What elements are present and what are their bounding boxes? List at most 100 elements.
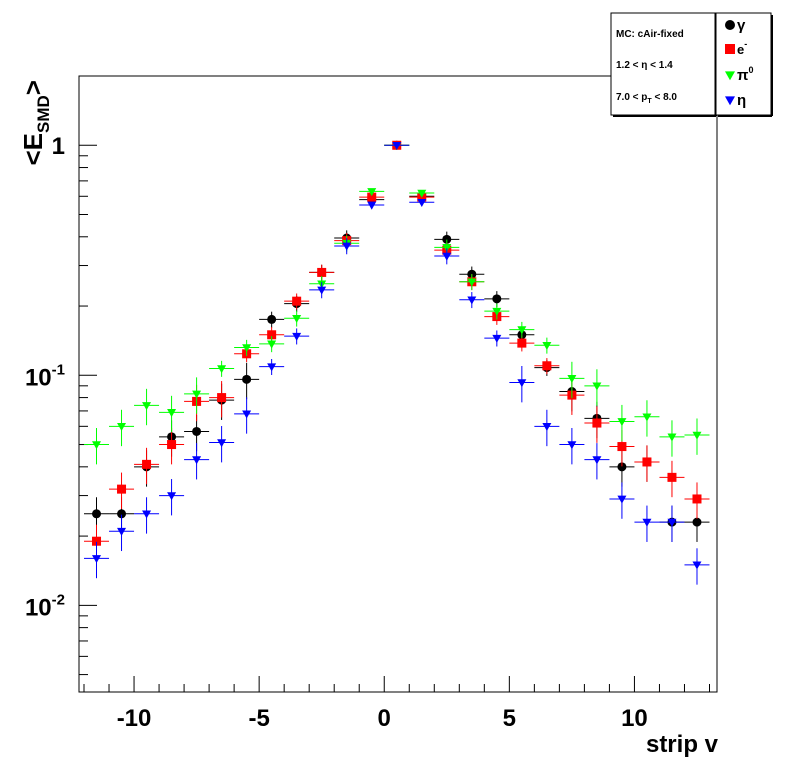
- data-point: [217, 365, 227, 374]
- data-point: [692, 494, 702, 504]
- data-point: [492, 307, 502, 316]
- info-box-line-2: 1.2 < η < 1.4: [616, 60, 673, 71]
- y-tick-label: 1: [52, 133, 65, 160]
- data-point: [617, 495, 627, 504]
- data-point: [167, 440, 177, 450]
- data-point: [642, 518, 652, 527]
- data-point: [567, 375, 577, 384]
- data-point: [517, 379, 527, 388]
- y-tick-label: 10-1: [25, 361, 65, 391]
- data-point: [667, 518, 677, 527]
- data-point: [617, 442, 627, 452]
- x-tick-label: -10: [117, 705, 152, 732]
- data-point: [667, 472, 677, 482]
- data-point: [192, 390, 202, 399]
- data-point: [92, 509, 102, 519]
- data-point: [467, 296, 477, 305]
- data-point: [292, 296, 302, 306]
- data-point: [192, 426, 202, 436]
- data-point: [442, 252, 452, 261]
- data-point: [142, 402, 152, 411]
- legend-marker: [725, 71, 735, 81]
- data-point: [592, 456, 602, 465]
- legend-label: γ: [737, 17, 746, 34]
- data-point: [567, 441, 577, 450]
- data-point: [117, 484, 127, 494]
- data-point: [542, 361, 552, 371]
- data-point: [92, 536, 102, 546]
- x-tick-label: 5: [503, 705, 516, 732]
- info-box-frame: [610, 12, 716, 116]
- data-point: [642, 413, 652, 422]
- y-axis-title-suffix: >: [18, 80, 48, 95]
- data-point: [417, 198, 427, 208]
- data-point: [267, 330, 277, 340]
- data-point: [267, 340, 277, 349]
- legend-entry-3: η: [725, 92, 746, 109]
- data-point: [392, 141, 402, 150]
- y-axis-title-prefix: <E: [18, 133, 48, 166]
- data-point: [142, 510, 152, 519]
- data-point: [92, 441, 102, 450]
- data-point: [342, 242, 352, 251]
- info-box-line-3: 7.0 < pT < 8.0: [616, 92, 677, 105]
- legend: γ e-π0 η: [715, 12, 773, 117]
- y-axis-title: <ESMD>: [18, 80, 53, 166]
- legend-marker: [725, 44, 735, 54]
- data-point: [442, 234, 452, 244]
- data-point: [117, 527, 127, 536]
- data-point: [592, 382, 602, 391]
- data-point: [317, 267, 327, 277]
- info-box-line-1: MC: cAir-fixed: [616, 29, 684, 40]
- data-point: [217, 393, 227, 403]
- legend-marker: [725, 20, 735, 30]
- data-point: [167, 492, 177, 501]
- data-point: [292, 314, 302, 323]
- y-tick-label: 10-2: [25, 591, 65, 621]
- data-point: [242, 344, 252, 353]
- data-point: [192, 456, 202, 465]
- data-point: [417, 189, 427, 198]
- plot-frame: [78, 75, 718, 693]
- data-point: [117, 423, 127, 432]
- data-point: [617, 418, 627, 427]
- data-point: [692, 517, 702, 527]
- legend-entry-0: γ: [725, 17, 746, 34]
- data-point: [542, 342, 552, 351]
- data-point: [617, 462, 627, 472]
- data-point: [367, 192, 377, 202]
- data-point: [317, 286, 327, 295]
- data-point: [217, 439, 227, 448]
- legend-label: η: [737, 92, 746, 109]
- data-point: [267, 363, 277, 372]
- data-point: [692, 561, 702, 570]
- data-point: [292, 332, 302, 341]
- x-tick-label: 0: [378, 705, 391, 732]
- legend-marker: [725, 96, 735, 106]
- data-point: [117, 509, 127, 519]
- info-box: MC: cAir-fixed 1.2 < η < 1.4 7.0 < pT < …: [610, 12, 717, 117]
- data-point: [142, 459, 152, 469]
- data-point: [267, 314, 277, 324]
- legend-entry-2: π0: [725, 65, 754, 84]
- x-axis-title: strip v: [646, 731, 719, 758]
- data-point: [242, 374, 252, 384]
- data-point: [517, 338, 527, 348]
- data-point: [592, 418, 602, 428]
- data-point: [667, 433, 677, 442]
- series-3: [84, 141, 710, 585]
- data-point: [517, 326, 527, 335]
- data-point: [167, 409, 177, 418]
- data-point: [492, 334, 502, 343]
- x-tick-label: -5: [248, 705, 269, 732]
- data-point: [492, 294, 502, 304]
- data-point: [367, 188, 377, 197]
- data-point: [442, 244, 452, 253]
- data-point: [242, 410, 252, 419]
- data-point: [367, 201, 377, 210]
- svg-text:<ESMD>: <ESMD>: [18, 80, 53, 166]
- data-point: [692, 431, 702, 440]
- x-tick-label: 10: [621, 705, 648, 732]
